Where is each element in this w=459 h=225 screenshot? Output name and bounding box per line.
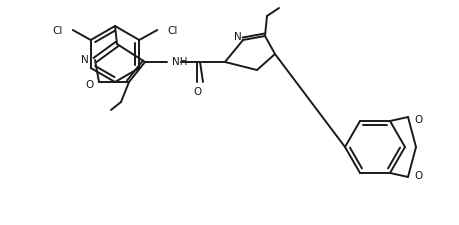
Text: O: O: [414, 115, 422, 124]
Text: O: O: [86, 80, 94, 90]
Text: N: N: [234, 32, 242, 42]
Text: O: O: [414, 170, 422, 180]
Text: Cl: Cl: [52, 26, 63, 36]
Text: Cl: Cl: [167, 26, 178, 36]
Text: O: O: [193, 87, 201, 97]
Text: N: N: [81, 55, 89, 65]
Text: NH: NH: [172, 57, 187, 67]
